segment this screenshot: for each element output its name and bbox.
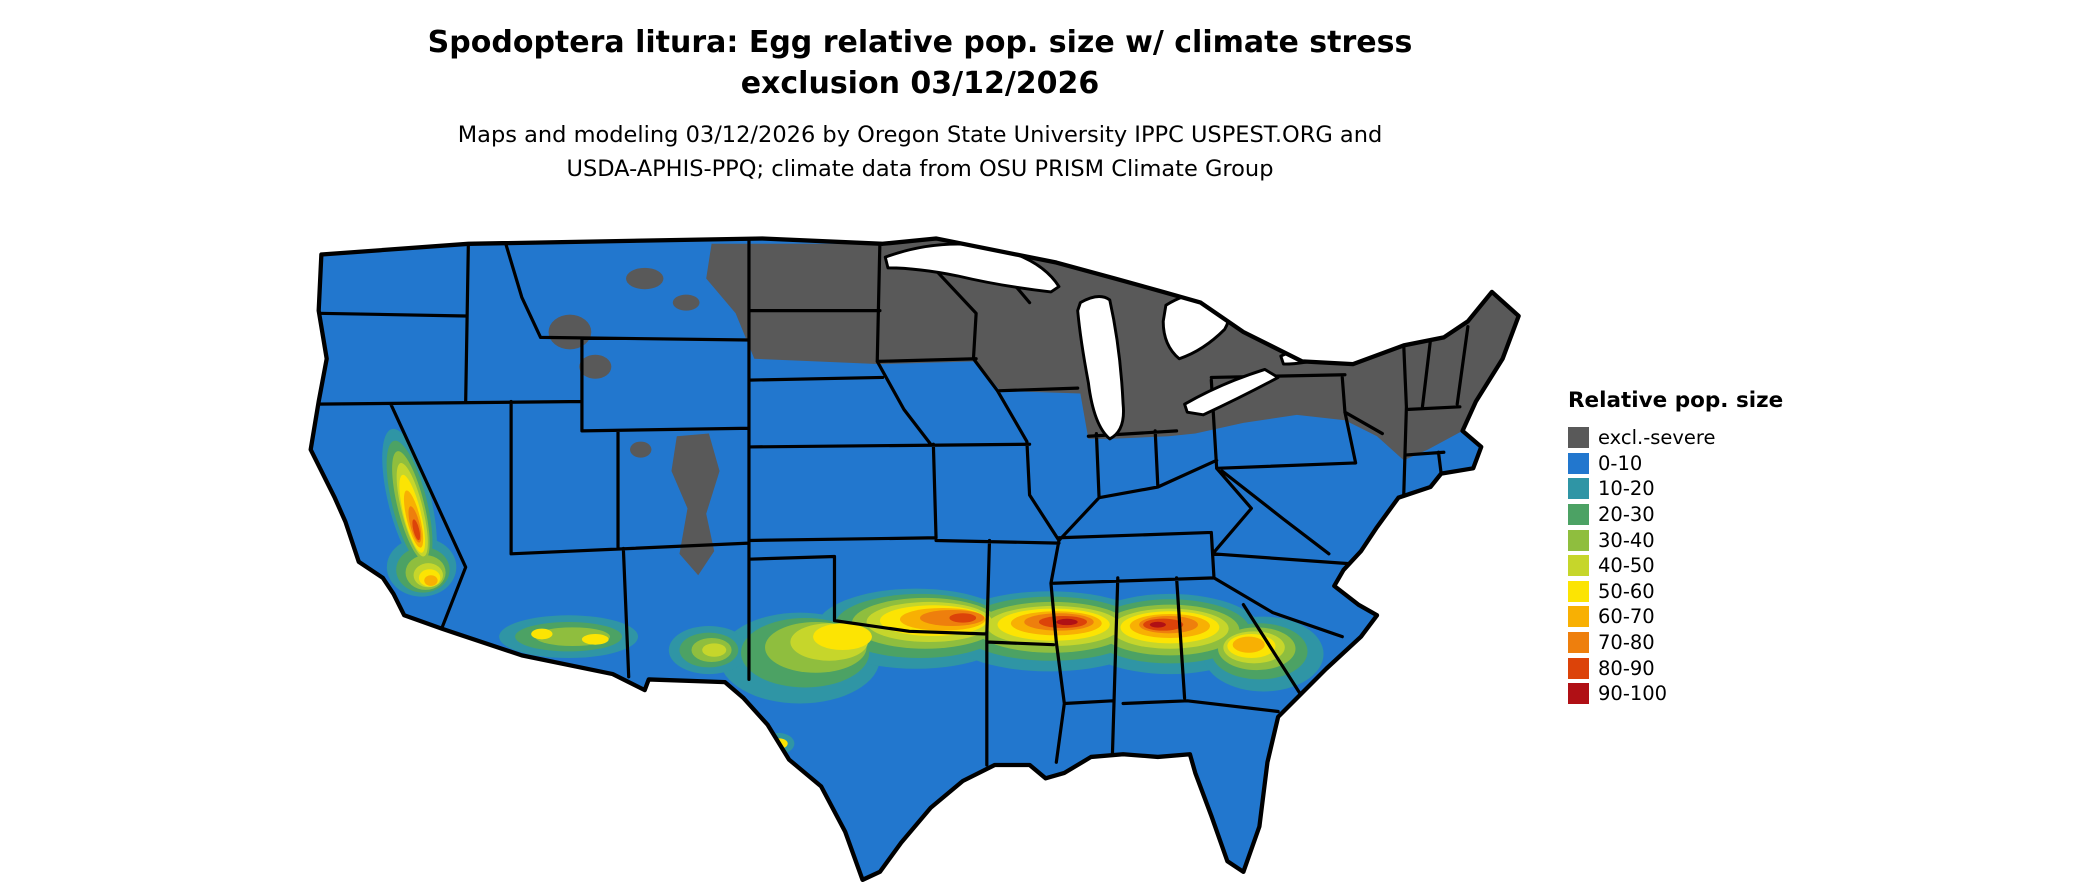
figure-subtitle-line2: USDA-APHIS-PPQ; climate data from OSU PR… — [566, 156, 1274, 182]
legend-entry: 0-10 — [1568, 451, 1783, 477]
legend-swatch-30-40 — [1568, 529, 1589, 551]
lake-michigan — [1076, 295, 1125, 441]
legend-label: 30-40 — [1598, 528, 1655, 552]
legend-label: 40-50 — [1598, 554, 1655, 578]
legend-swatch-70-80 — [1568, 632, 1589, 654]
legend-label: 0-10 — [1598, 451, 1643, 475]
legend-entry: 70-80 — [1568, 630, 1783, 656]
legend-label: 10-20 — [1598, 477, 1655, 501]
lake-erie — [1183, 367, 1280, 417]
figure-title-line1: Spodoptera litura: Egg relative pop. siz… — [427, 25, 1413, 60]
legend-entry: 40-50 — [1568, 553, 1783, 579]
figure-subtitle: Maps and modeling 03/12/2026 by Oregon S… — [0, 118, 1840, 186]
legend-entry: 60-70 — [1568, 604, 1783, 630]
legend-entry: 30-40 — [1568, 527, 1783, 553]
legend-entry: 80-90 — [1568, 655, 1783, 681]
legend-label: 70-80 — [1598, 631, 1655, 655]
legend-label: 90-100 — [1598, 682, 1668, 706]
figure-title: Spodoptera litura: Egg relative pop. siz… — [0, 22, 1840, 104]
legend: Relative pop. size excl.-severe 0-10 10-… — [1568, 388, 1783, 707]
legend-swatch-80-90 — [1568, 657, 1589, 679]
us-map — [308, 236, 1521, 883]
legend-entry: excl.-severe — [1568, 425, 1783, 451]
legend-title: Relative pop. size — [1568, 388, 1784, 413]
us-outline — [308, 236, 1521, 883]
legend-entry: 20-30 — [1568, 502, 1783, 528]
legend-entry: 50-60 — [1568, 579, 1783, 605]
legend-swatch-excl-severe — [1568, 427, 1589, 449]
legend-swatch-50-60 — [1568, 580, 1589, 602]
legend-label: 60-70 — [1598, 605, 1655, 629]
legend-swatch-0-10 — [1568, 452, 1589, 474]
figure-title-line2: exclusion 03/12/2026 — [740, 66, 1100, 101]
legend-entry: 90-100 — [1568, 681, 1783, 707]
legend-entry: 10-20 — [1568, 476, 1783, 502]
legend-label: excl.-severe — [1598, 426, 1716, 450]
map-risk-band-90-100 — [1056, 618, 1166, 628]
legend-swatch-90-100 — [1568, 683, 1589, 705]
legend-swatch-40-50 — [1568, 555, 1589, 577]
legend-swatch-60-70 — [1568, 606, 1589, 628]
legend-swatch-10-20 — [1568, 478, 1589, 500]
figure-subtitle-line1: Maps and modeling 03/12/2026 by Oregon S… — [457, 122, 1383, 148]
legend-swatch-20-30 — [1568, 504, 1589, 526]
legend-label: 20-30 — [1598, 503, 1655, 527]
legend-label: 50-60 — [1598, 579, 1655, 603]
legend-label: 80-90 — [1598, 656, 1655, 680]
